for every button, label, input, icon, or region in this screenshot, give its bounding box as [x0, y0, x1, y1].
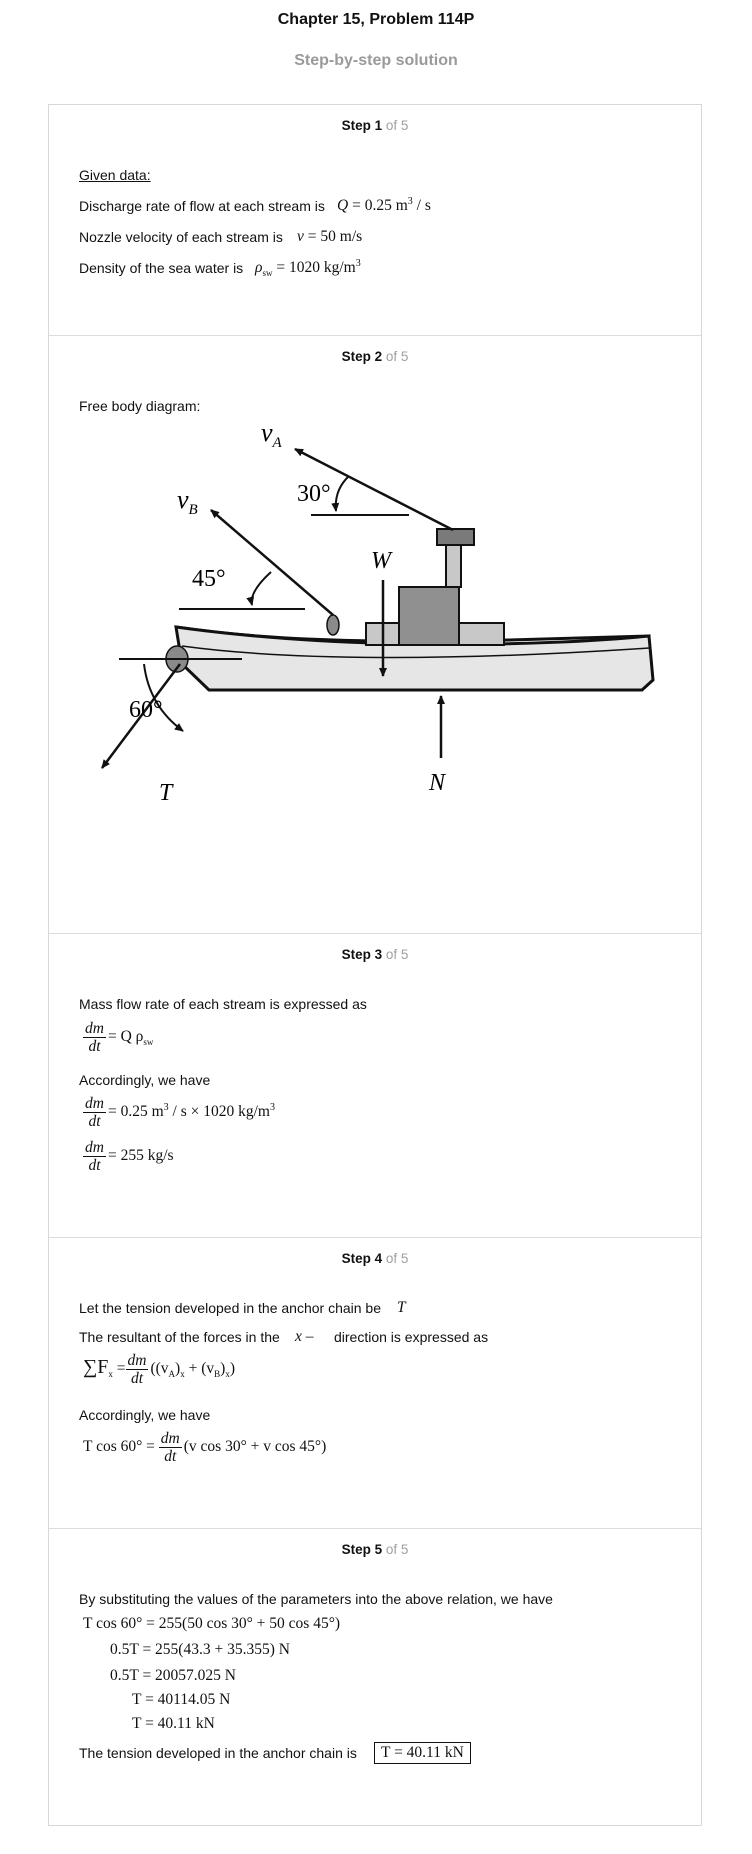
density-label: Density of the sea water is [79, 260, 244, 276]
tension-angle-arc [143, 663, 184, 732]
label-angle-45: 45° [192, 566, 226, 592]
step-2: Step 2 of 5 Free body diagram: [49, 336, 701, 933]
substitution-text: By substituting the values of the parame… [79, 1591, 553, 1607]
mass-flow-text: Mass flow rate of each stream is express… [79, 996, 367, 1012]
step-1-title: Step 1 of 5 [341, 118, 409, 133]
jet-b-angle-arc [246, 571, 272, 606]
resultant-text-a: The resultant of the forces in the [79, 1329, 280, 1345]
step-5: Step 5 of 5 By substituting the values o… [49, 1529, 701, 1825]
nozzle-b [326, 614, 340, 636]
final-equation-2: 0.5T = 255(43.3 + 35.355) N [110, 1641, 290, 1658]
mass-flow-substitution: dm dt = 0.25 m3 / s × 1020 kg/m3 [83, 1095, 275, 1130]
jet-b-arrow [210, 509, 334, 616]
jet-a-arrow [294, 447, 454, 532]
accordingly-text-3: Accordingly, we have [79, 1072, 211, 1088]
label-t: T [159, 780, 174, 806]
page-title: Chapter 15, Problem 114P [277, 11, 475, 28]
nozzle-a [436, 528, 475, 546]
fbd-label: Free body diagram: [79, 398, 201, 414]
hull-line [181, 645, 650, 659]
final-answer-box: T = 40.11 kN [374, 1742, 471, 1764]
label-angle-60: 60° [129, 697, 163, 723]
final-equation-4: T = 40114.05 N [132, 1691, 231, 1708]
label-va: vA [261, 418, 283, 451]
density-value: ρsw = 1020 kg/m3 [255, 258, 361, 278]
discharge-rate-value: Q = 0.25 m3 / s [337, 196, 431, 215]
final-equation-1: T cos 60° = 255(50 cos 30° + 50 cos 45°) [83, 1615, 341, 1632]
step-3-title: Step 3 of 5 [341, 947, 409, 962]
step-4-title: Step 4 of 5 [341, 1251, 409, 1266]
given-data-heading: Given data: [79, 167, 151, 183]
x-direction-symbol: x – [295, 1328, 314, 1345]
jet-a-angle-arc [331, 475, 350, 512]
nozzle-velocity-value: v = 50 m/s [297, 228, 363, 245]
nozzle-velocity-label: Nozzle velocity of each stream is [79, 229, 283, 245]
divider-4 [49, 1528, 701, 1529]
discharge-rate-label: Discharge rate of flow at each stream is [79, 198, 325, 214]
step-5-title: Step 5 of 5 [341, 1542, 409, 1557]
divider-1 [49, 335, 701, 336]
force-sum-equation: ∑Fx = dm dt ((vA)x + (vB)x) [83, 1352, 235, 1387]
mass-flow-equation: dm dt = Q ρsw [83, 1020, 154, 1055]
label-w: W [371, 548, 393, 574]
final-equation-3: 0.5T = 20057.025 N [110, 1667, 236, 1684]
label-vb: vB [177, 485, 198, 518]
conclusion-text: The tension developed in the anchor chai… [79, 1745, 357, 1761]
label-n: N [428, 770, 447, 796]
tension-intro-text: Let the tension developed in the anchor … [79, 1300, 382, 1316]
accordingly-text-4: Accordingly, we have [79, 1407, 211, 1423]
tension-arrow [101, 663, 181, 769]
solution-card: Step 1 of 5 Given data: Discharge rate o… [48, 104, 702, 1826]
final-equation-5: T = 40.11 kN [132, 1715, 215, 1732]
free-body-diagram: vA vB 30° 45° 60° W N T [101, 418, 655, 806]
mass-flow-result: dm dt = 255 kg/s [83, 1139, 174, 1174]
resultant-text-b: direction is expressed as [334, 1329, 489, 1345]
step-4: Step 4 of 5 Let the tension developed in… [49, 1238, 701, 1528]
page-subtitle: Step-by-step solution [294, 52, 458, 69]
step-1: Step 1 of 5 Given data: Discharge rate o… [49, 105, 701, 335]
step-2-title: Step 2 of 5 [341, 349, 409, 364]
divider-2 [49, 933, 701, 934]
step-3: Step 3 of 5 Mass flow rate of each strea… [49, 934, 701, 1237]
label-angle-30: 30° [297, 481, 331, 507]
cabin-box [398, 586, 460, 646]
tension-symbol: T [397, 1299, 406, 1316]
tension-equation: T cos 60° = dm dt (v cos 30° + v cos 45°) [83, 1430, 327, 1465]
divider-3 [49, 1237, 701, 1238]
